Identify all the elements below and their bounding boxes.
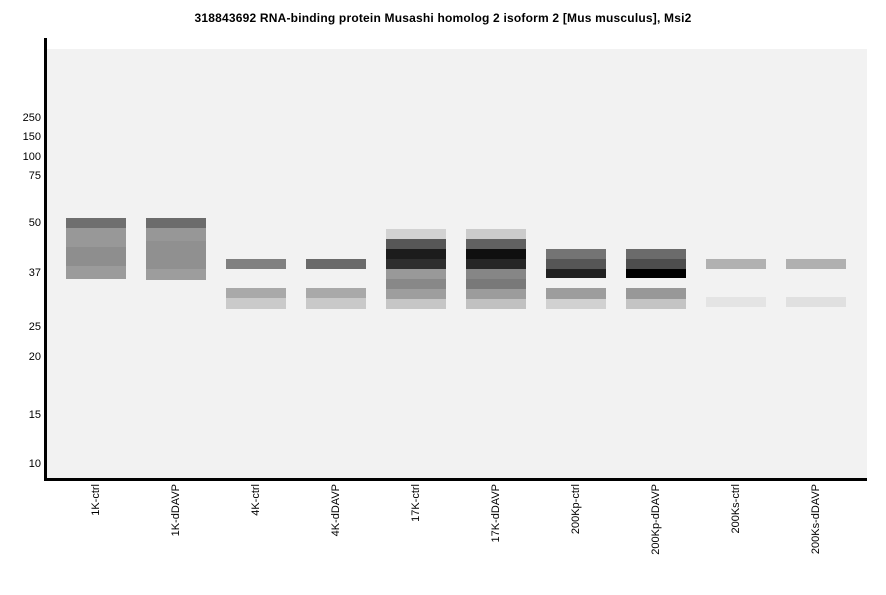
- gel-band-4K-ctrl-2: [226, 298, 286, 309]
- gel-band-200Kp-ctrl-3: [546, 288, 606, 299]
- gel-band-1K-ctrl-1: [66, 228, 126, 247]
- gel-band-1K-ctrl-2: [66, 247, 126, 266]
- mw-marker-25: 25: [28, 321, 41, 333]
- figure-title: 318843692 RNA-binding protein Musashi ho…: [194, 11, 692, 25]
- gel-band-4K-dDAVP-2: [306, 298, 366, 309]
- mw-marker-15: 15: [28, 409, 41, 421]
- mw-marker-50: 50: [28, 217, 41, 229]
- gel-band-17K-dDAVP-7: [466, 299, 526, 309]
- lane-label-200Ks-dDAVP: 200Ks-dDAVP: [810, 484, 822, 555]
- gel-band-200Kp-dDAVP-4: [626, 299, 686, 309]
- gel-band-17K-ctrl-4: [386, 269, 446, 279]
- x-axis-line: [44, 478, 867, 481]
- gel-band-200Kp-ctrl-2: [546, 269, 606, 278]
- gel-band-200Kp-ctrl-4: [546, 299, 606, 309]
- lane-label-1K-ctrl: 1K-ctrl: [90, 484, 102, 516]
- gel-band-200Ks-dDAVP-1: [786, 297, 846, 307]
- gel-band-1K-ctrl-0: [66, 218, 126, 228]
- gel-band-17K-dDAVP-0: [466, 229, 526, 239]
- gel-band-200Ks-dDAVP-0: [786, 259, 846, 269]
- gel-band-17K-ctrl-3: [386, 259, 446, 269]
- mw-marker-100: 100: [22, 151, 41, 163]
- lane-label-17K-dDAVP: 17K-dDAVP: [490, 484, 502, 543]
- lane-label-200Kp-dDAVP: 200Kp-dDAVP: [650, 484, 662, 555]
- gel-band-17K-ctrl-0: [386, 229, 446, 239]
- gel-band-17K-dDAVP-6: [466, 289, 526, 299]
- gel-band-17K-dDAVP-5: [466, 279, 526, 289]
- mw-marker-10: 10: [28, 458, 41, 470]
- gel-band-1K-dDAVP-0: [146, 218, 206, 228]
- mw-marker-150: 150: [22, 131, 41, 143]
- gel-band-1K-dDAVP-3: [146, 269, 206, 280]
- gel-band-1K-dDAVP-1: [146, 228, 206, 241]
- gel-band-17K-dDAVP-1: [466, 239, 526, 249]
- gel-band-200Ks-ctrl-0: [706, 259, 766, 269]
- gel-band-17K-ctrl-2: [386, 249, 446, 259]
- gel-band-200Kp-dDAVP-3: [626, 288, 686, 299]
- gel-band-200Kp-dDAVP-0: [626, 249, 686, 259]
- lane-label-1K-dDAVP: 1K-dDAVP: [170, 484, 182, 537]
- gel-band-1K-dDAVP-2: [146, 241, 206, 269]
- gel-band-200Ks-ctrl-1: [706, 297, 766, 307]
- lane-label-17K-ctrl: 17K-ctrl: [410, 484, 422, 522]
- gel-band-17K-ctrl-5: [386, 279, 446, 289]
- gel-band-200Kp-ctrl-1: [546, 259, 606, 269]
- gel-band-4K-dDAVP-0: [306, 259, 366, 269]
- gel-band-4K-ctrl-0: [226, 259, 286, 269]
- mw-marker-250: 250: [22, 112, 41, 124]
- gel-band-1K-ctrl-3: [66, 266, 126, 279]
- gel-band-17K-dDAVP-3: [466, 259, 526, 269]
- gel-band-17K-dDAVP-4: [466, 269, 526, 279]
- gel-band-4K-dDAVP-1: [306, 288, 366, 298]
- lane-label-200Ks-ctrl: 200Ks-ctrl: [730, 484, 742, 534]
- mw-marker-20: 20: [28, 351, 41, 363]
- lane-label-4K-ctrl: 4K-ctrl: [250, 484, 262, 516]
- lane-label-4K-dDAVP: 4K-dDAVP: [330, 484, 342, 537]
- gel-band-17K-ctrl-7: [386, 299, 446, 309]
- gel-band-200Kp-dDAVP-1: [626, 259, 686, 269]
- lane-label-200Kp-ctrl: 200Kp-ctrl: [570, 484, 582, 535]
- gel-band-200Kp-dDAVP-2: [626, 269, 686, 278]
- gel-band-4K-ctrl-1: [226, 288, 286, 298]
- gel-band-17K-ctrl-1: [386, 239, 446, 249]
- gel-band-17K-ctrl-6: [386, 289, 446, 299]
- gel-band-200Kp-ctrl-0: [546, 249, 606, 259]
- y-axis-line: [44, 38, 47, 481]
- gel-band-17K-dDAVP-2: [466, 249, 526, 259]
- mw-marker-75: 75: [28, 170, 41, 182]
- mw-marker-37: 37: [28, 267, 41, 279]
